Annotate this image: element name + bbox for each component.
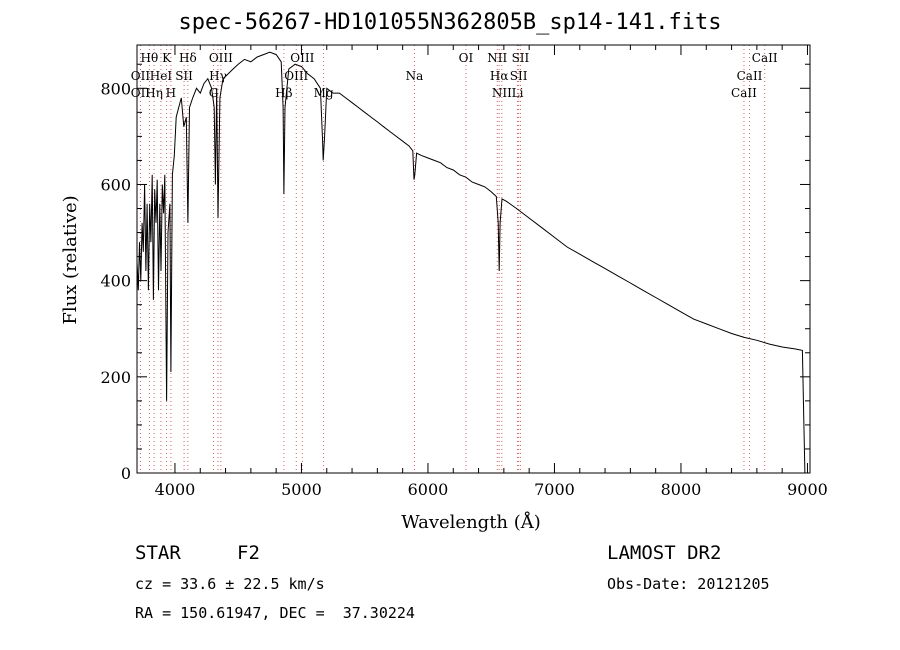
survey-name: LAMOST DR2 [607, 542, 722, 564]
x-tick-label: 5000 [281, 480, 322, 499]
line-label: Na [406, 69, 424, 83]
line-markers [139, 45, 766, 473]
x-tick-label: 9000 [787, 480, 828, 499]
line-label: NII [492, 86, 512, 100]
plot-frame [136, 44, 811, 474]
object-class: STAR [135, 542, 181, 564]
line-label: OII [131, 86, 151, 100]
coordinates: RA = 150.61947, DEC = 37.30224 [135, 604, 415, 622]
line-label: Li [512, 86, 524, 100]
line-label: K [162, 51, 172, 65]
line-label: SII [175, 69, 193, 83]
line-label: OI [459, 51, 474, 65]
line-label: OIII [290, 51, 314, 65]
object-subclass: F2 [237, 542, 260, 564]
line-label: HeI [150, 69, 173, 83]
line-label: Mg [314, 86, 334, 100]
line-label: Hθ [141, 51, 159, 65]
x-tick-label: 4000 [155, 480, 196, 499]
tick-labels: 4000 5000 6000 7000 8000 9000 0 200 400 600 800 [100, 79, 827, 499]
line-label: Hα [490, 69, 509, 83]
line-label: Hβ [275, 86, 292, 100]
x-tick-label: 6000 [408, 480, 449, 499]
redshift-cz: cz = 33.6 ± 22.5 km/s [135, 575, 325, 593]
line-label: OIII [209, 51, 233, 65]
line-label: CaII [737, 69, 763, 83]
line-label: Hη [145, 86, 163, 100]
line-label: SII [510, 69, 528, 83]
line-label: OII [131, 69, 151, 83]
x-axis-label: Wavelength (Å) [401, 511, 541, 533]
y-tick-label: 800 [100, 79, 131, 98]
line-label: NII [487, 51, 507, 65]
series-line-0 [136, 51, 806, 474]
y-axis-label: Flux (relative) [60, 195, 81, 324]
line-label: Hγ [209, 69, 227, 83]
chart-title: spec-56267-HD101055N362805B_sp14-141.fit… [178, 10, 722, 35]
line-label: CaII [731, 86, 757, 100]
line-label: OIII [284, 69, 308, 83]
line-label: Hδ [179, 51, 197, 65]
line-label: CaII [752, 51, 778, 65]
line-label: SII [512, 51, 530, 65]
observation-date: Obs-Date: 20121205 [607, 575, 770, 593]
y-tick-label: 400 [100, 272, 131, 291]
axis-ticks [137, 45, 810, 474]
x-tick-label: 7000 [534, 480, 575, 499]
y-tick-label: 200 [100, 368, 131, 387]
series-group [136, 51, 806, 474]
x-tick-label: 8000 [661, 480, 702, 499]
line-label: G [209, 86, 219, 100]
y-tick-label: 0 [121, 464, 131, 483]
line-label: H [166, 86, 176, 100]
y-tick-label: 600 [100, 175, 131, 194]
